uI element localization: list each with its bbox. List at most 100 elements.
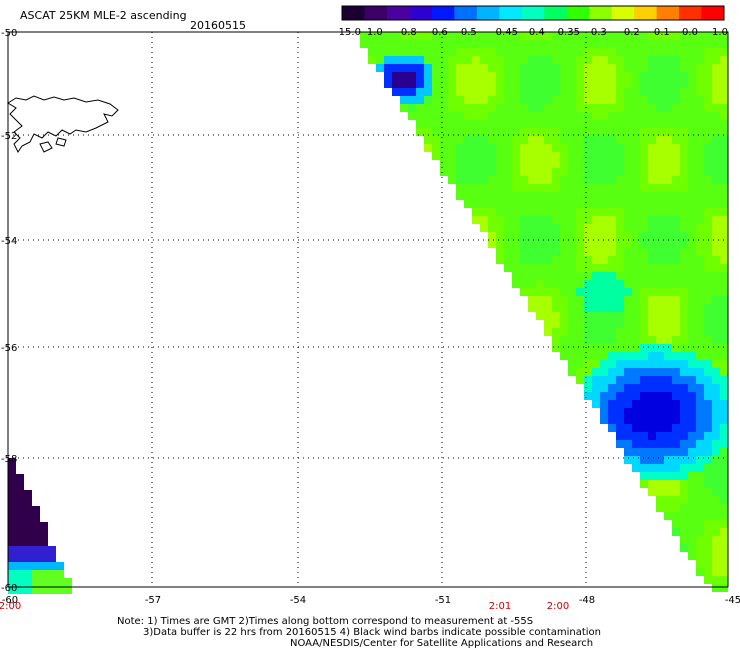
swath-cell [720,112,728,120]
swath-cell [16,586,24,594]
swath-cell [584,96,592,104]
swath-cell [600,296,608,304]
swath-cell [640,80,648,88]
swath-cell [664,448,672,456]
swath-cell [696,304,704,312]
swath-cell [568,176,576,184]
swath-cell [616,432,624,440]
swath-cell [544,264,552,272]
swath-cell [504,72,512,80]
swath-cell [448,168,456,176]
swath-cell [696,232,704,240]
swath-cell [704,488,712,496]
swath-cell [544,120,552,128]
swath-cell [664,96,672,104]
swath-cell [648,184,656,192]
swath-cell [664,136,672,144]
swath-cell [720,456,728,464]
swath-cell [712,304,720,312]
swath-cell [632,72,640,80]
swath-cell [632,376,640,384]
swath-cell [712,128,720,136]
swath-cell [8,546,16,554]
swath-cell [664,40,672,48]
swath-cell [544,320,552,328]
swath-cell [672,456,680,464]
swath-cell [424,64,432,72]
swath-cell [720,504,728,512]
swath-cell [648,328,656,336]
swath-cell [544,96,552,104]
swath-cell [48,586,56,594]
swath-cell [568,88,576,96]
swath-cell [608,320,616,328]
swath-cell [680,64,688,72]
swath-cell [528,304,536,312]
swath-cell [520,48,528,56]
swath-cell [640,224,648,232]
swath-cell [688,216,696,224]
swath-cell [720,472,728,480]
swath-cell [632,432,640,440]
swath-cell [672,296,680,304]
swath-cell [512,184,520,192]
swath-cell [408,104,416,112]
swath-cell [520,64,528,72]
swath-cell [576,336,584,344]
swath-cell [720,552,728,560]
swath-cell [688,272,696,280]
swath-cell [536,120,544,128]
swath-cell [712,560,720,568]
swath-cell [664,496,672,504]
swath-cell [696,192,704,200]
swath-cell [712,520,720,528]
swath-cell [376,40,384,48]
swath-cell [664,320,672,328]
swath-cell [688,312,696,320]
swath-cell [680,504,688,512]
swath-cell [680,536,688,544]
swath-cell [704,144,712,152]
swath-cell [648,344,656,352]
swath-cell [520,88,528,96]
swath-cell [632,344,640,352]
colorbar-label: -0.2 [620,27,640,38]
swath-cell [32,506,40,514]
swath-cell [400,56,408,64]
swath-cell [648,448,656,456]
swath-cell [592,280,600,288]
swath-cell [704,320,712,328]
swath-cell [640,424,648,432]
swath-cell [608,216,616,224]
swath-cell [688,40,696,48]
swath-cell [496,64,504,72]
swath-cell [368,56,376,64]
swath-cell [696,384,704,392]
swath-cell [512,48,520,56]
swath-cell [712,112,720,120]
swath-cell [640,480,648,488]
swath-cell [720,520,728,528]
swath-cell [720,440,728,448]
swath-cell [696,328,704,336]
swath-cell [432,40,440,48]
swath-cell [656,480,664,488]
swath-cell [616,88,624,96]
swath-cell [8,482,16,490]
swath-cell [624,88,632,96]
swath-cell [656,232,664,240]
swath-cell [488,72,496,80]
swath-cell [512,200,520,208]
swath-cell [696,552,704,560]
swath-cell [680,160,688,168]
swath-cell [64,586,72,594]
swath-cell [528,288,536,296]
swath-cell [384,32,392,40]
swath-cell [720,216,728,224]
swath-cell [696,248,704,256]
swath-cell [712,272,720,280]
swath-cell [680,320,688,328]
swath-cell [672,232,680,240]
swath-cell [592,128,600,136]
swath-cell [720,120,728,128]
